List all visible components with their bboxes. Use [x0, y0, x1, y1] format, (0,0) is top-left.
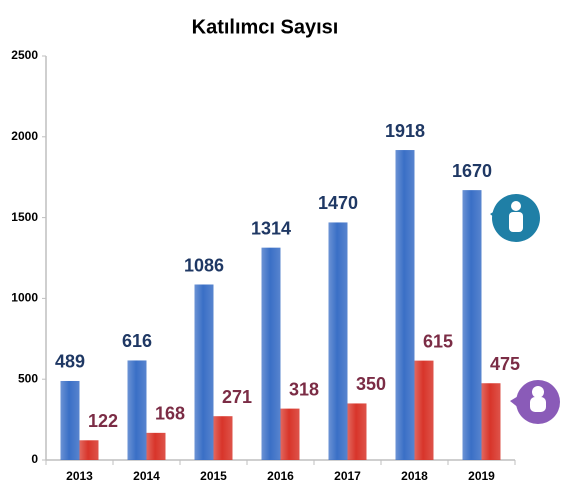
- bar: [481, 383, 501, 460]
- bar: [280, 408, 300, 460]
- bar: [462, 190, 482, 461]
- adult-icon: [490, 194, 540, 242]
- value-label: 122: [88, 411, 118, 431]
- y-tick-label: 1000: [11, 291, 38, 305]
- x-tick-label: 2019: [468, 469, 495, 483]
- value-label: 616: [122, 331, 152, 351]
- bar: [194, 284, 214, 460]
- value-label: 318: [289, 379, 319, 399]
- bar: [347, 403, 367, 460]
- value-label: 1086: [184, 255, 224, 275]
- value-label: 271: [222, 387, 252, 407]
- bar: [146, 432, 166, 460]
- x-tick-label: 2013: [66, 469, 93, 483]
- y-tick-label: 2000: [11, 129, 38, 143]
- x-tick-label: 2018: [401, 469, 428, 483]
- bar: [261, 247, 281, 460]
- x-tick-label: 2014: [133, 469, 160, 483]
- value-label: 1918: [385, 121, 425, 141]
- value-label: 615: [423, 331, 453, 351]
- child-icon: [510, 380, 560, 424]
- value-label: 1670: [452, 161, 492, 181]
- y-tick-label: 0: [31, 452, 38, 466]
- chart-title: Katılımcı Sayısı: [192, 16, 339, 38]
- value-label: 1470: [318, 193, 358, 213]
- bar: [127, 360, 147, 460]
- y-tick-label: 2500: [11, 48, 38, 62]
- x-tick-label: 2015: [200, 469, 227, 483]
- value-label: 350: [356, 374, 386, 394]
- bar: [328, 222, 348, 460]
- value-label: 475: [490, 354, 520, 374]
- bar: [60, 380, 80, 460]
- value-label: 489: [55, 352, 85, 372]
- value-label: 168: [155, 404, 185, 424]
- bar: [79, 440, 99, 460]
- bar: [395, 150, 415, 460]
- value-label: 1314: [251, 218, 291, 238]
- x-tick-label: 2017: [334, 469, 361, 483]
- bar: [414, 360, 434, 460]
- x-tick-label: 2016: [267, 469, 294, 483]
- y-tick-label: 1500: [11, 210, 38, 224]
- y-tick-label: 500: [18, 371, 38, 385]
- bar: [213, 416, 233, 460]
